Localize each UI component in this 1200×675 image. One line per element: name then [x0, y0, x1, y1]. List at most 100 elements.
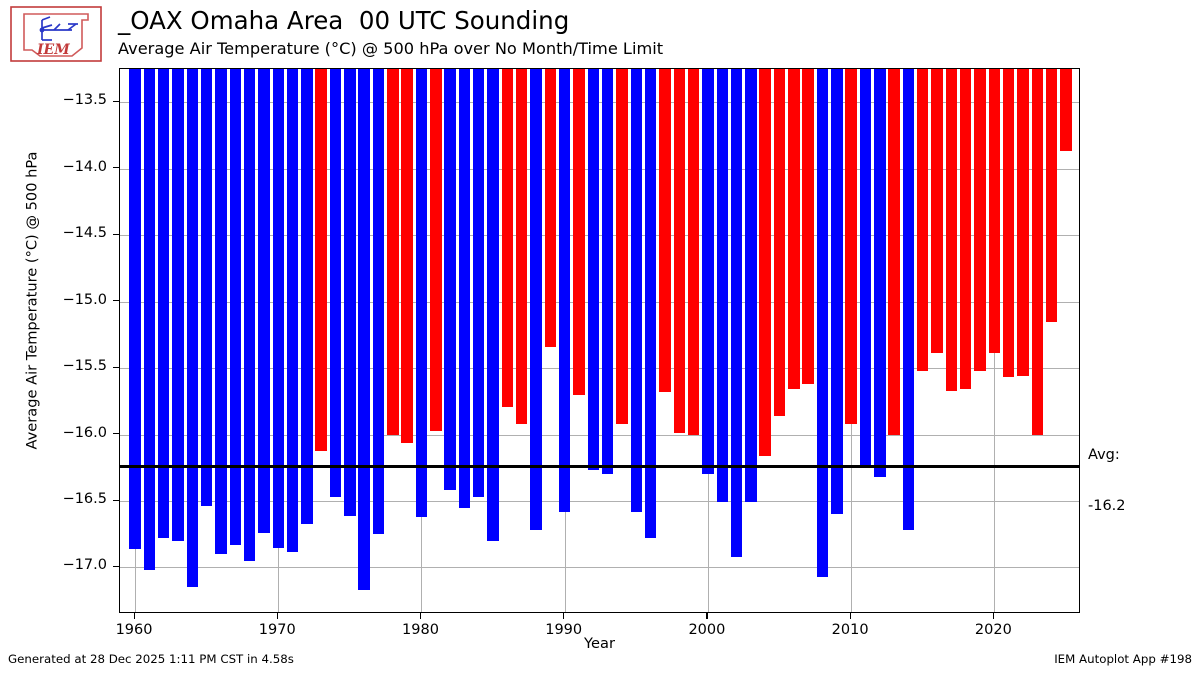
bar	[845, 69, 857, 424]
y-tick-label: −13.5	[62, 92, 107, 109]
gridline-y	[120, 434, 1079, 436]
y-tick-mark	[113, 433, 119, 435]
average-annotation-value: -16.2	[1088, 498, 1126, 514]
footer-generated-text: Generated at 28 Dec 2025 1:11 PM CST in …	[8, 652, 294, 666]
y-tick-label: −14.0	[62, 158, 107, 175]
bar	[215, 69, 227, 555]
y-tick-label: −16.0	[62, 424, 107, 441]
bar	[1045, 69, 1058, 322]
chart-subtitle: Average Air Temperature (°C) @ 500 hPa o…	[118, 39, 664, 58]
y-tick-mark	[113, 233, 119, 235]
bar	[644, 69, 657, 539]
bar	[716, 69, 728, 503]
bar	[487, 69, 499, 541]
bar	[200, 69, 213, 507]
y-tick-label: −17.0	[62, 557, 107, 574]
y-tick-mark	[113, 167, 119, 169]
bar	[616, 69, 628, 424]
bar	[931, 69, 943, 354]
logo-text: IEM	[36, 42, 70, 58]
x-tick-mark	[563, 613, 565, 619]
bar	[974, 69, 986, 371]
bar	[544, 69, 557, 347]
gridline-y	[120, 301, 1079, 303]
bar	[874, 69, 886, 478]
bar	[788, 69, 800, 390]
bar	[458, 69, 471, 508]
bar	[473, 69, 485, 498]
bar	[258, 69, 270, 533]
bar	[630, 69, 643, 512]
x-tick-label: 1980	[402, 622, 439, 638]
bar	[430, 69, 442, 431]
bar	[802, 69, 814, 385]
bar	[945, 69, 958, 391]
bar	[501, 69, 514, 407]
bar	[530, 69, 542, 531]
bar	[573, 69, 585, 395]
bar	[959, 69, 972, 390]
iem-logo: IEM	[10, 6, 102, 62]
y-tick-mark	[113, 565, 119, 568]
y-tick-mark	[113, 300, 119, 302]
bar	[687, 69, 700, 435]
x-tick-label: 2010	[831, 622, 869, 638]
x-tick-mark	[992, 613, 995, 619]
average-annotation-label: Avg:	[1088, 447, 1120, 463]
bar	[143, 69, 156, 571]
x-axis-label: Year	[584, 635, 615, 652]
bar	[673, 69, 685, 434]
bar	[1017, 69, 1029, 377]
gridline-y	[120, 168, 1079, 170]
chart-title: _OAX Omaha Area 00 UTC Sounding	[118, 6, 570, 35]
x-tick-mark	[419, 613, 422, 619]
plot-area	[119, 68, 1080, 613]
bar	[659, 69, 671, 392]
y-tick-mark	[113, 366, 119, 368]
x-tick-mark	[849, 613, 851, 619]
bar	[773, 69, 786, 416]
gridline-y	[120, 235, 1079, 237]
bar	[229, 69, 242, 545]
y-tick-mark	[113, 499, 119, 501]
bar	[902, 69, 915, 531]
bar	[558, 69, 571, 512]
bar	[702, 69, 714, 475]
bar	[587, 69, 600, 471]
bar	[272, 69, 284, 548]
bar	[816, 69, 829, 577]
bar	[329, 69, 342, 498]
gridline-y	[120, 102, 1079, 104]
y-axis-label: Average Air Temperature (°C) @ 500 hPa	[23, 151, 41, 450]
bar	[315, 69, 327, 451]
bar	[1031, 69, 1044, 435]
bar	[243, 69, 256, 561]
gridline-y	[120, 567, 1079, 569]
bar	[286, 69, 299, 552]
y-tick-mark	[113, 100, 119, 102]
bar	[917, 69, 929, 371]
x-tick-label: 2020	[974, 622, 1012, 638]
bar	[745, 69, 757, 503]
bar	[1060, 69, 1072, 152]
y-tick-label: −15.0	[62, 291, 107, 308]
bar	[186, 69, 199, 588]
x-tick-label: 1960	[115, 622, 153, 638]
bar	[831, 69, 843, 515]
gridline-y	[120, 501, 1079, 502]
bar	[301, 69, 313, 524]
x-tick-label: 1990	[545, 622, 583, 638]
footer-app-text: IEM Autoplot App #198	[1054, 652, 1192, 666]
bar	[859, 69, 872, 468]
bar	[988, 69, 1001, 354]
gridline-y	[120, 368, 1079, 370]
bar	[387, 69, 399, 435]
x-tick-mark	[706, 613, 708, 619]
y-tick-label: −15.5	[62, 358, 107, 375]
x-tick-label: 1970	[258, 622, 296, 638]
bar	[601, 69, 614, 475]
bar	[1002, 69, 1015, 378]
bar	[516, 69, 528, 424]
y-tick-label: −16.5	[62, 491, 107, 507]
bar	[759, 69, 771, 456]
